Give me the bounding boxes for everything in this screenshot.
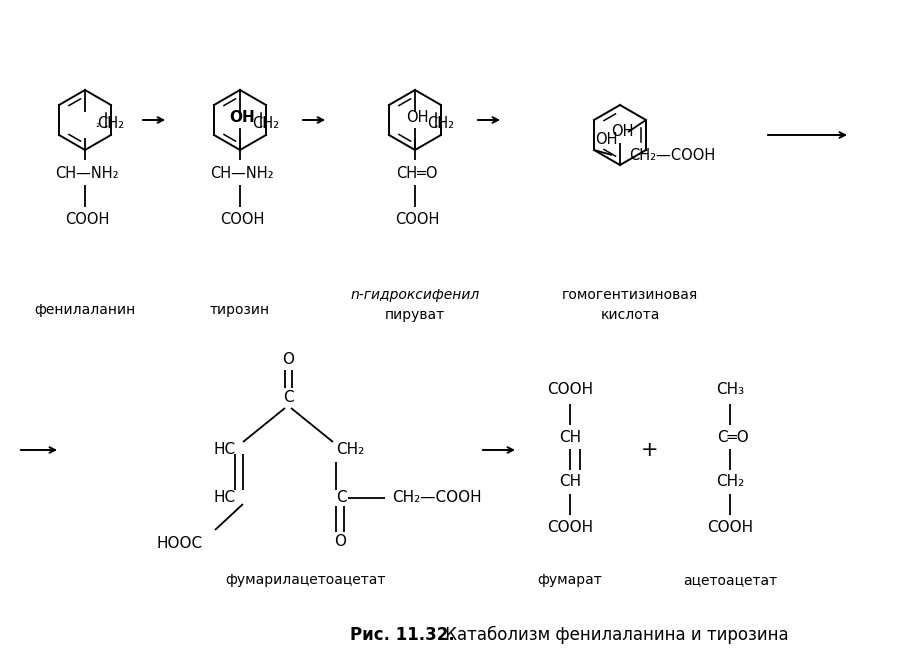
Text: фенилаланин: фенилаланин	[34, 303, 135, 317]
Text: C: C	[335, 490, 346, 505]
Text: HC: HC	[214, 490, 236, 505]
Text: CH: CH	[559, 430, 581, 445]
Text: OH: OH	[611, 125, 634, 140]
Text: OH: OH	[406, 110, 428, 125]
Text: COOH: COOH	[707, 520, 753, 535]
Text: ₂: ₂	[90, 119, 100, 129]
Text: кислота: кислота	[600, 308, 659, 322]
Text: COOH: COOH	[395, 212, 439, 227]
Text: C: C	[283, 390, 293, 406]
Text: C═O: C═O	[717, 430, 749, 445]
Text: O: O	[334, 535, 346, 550]
Text: OH: OH	[595, 133, 617, 148]
Text: CH₃: CH₃	[716, 383, 744, 398]
Text: COOH: COOH	[547, 383, 593, 398]
Text: O: O	[282, 353, 294, 368]
Text: фумарат: фумарат	[538, 573, 602, 587]
Text: CH: CH	[559, 475, 581, 490]
Text: n-гидроксифенил: n-гидроксифенил	[350, 288, 480, 302]
Text: ацетоацетат: ацетоацетат	[683, 573, 777, 587]
Text: OH: OH	[229, 110, 255, 125]
Text: Катаболизм фенилаланина и тирозина: Катаболизм фенилаланина и тирозина	[440, 626, 788, 644]
Text: CH—NH₂: CH—NH₂	[210, 165, 274, 180]
Text: HC: HC	[214, 443, 236, 458]
Text: CH₂—COOH: CH₂—COOH	[392, 490, 482, 505]
Text: CH₂: CH₂	[97, 116, 124, 131]
Text: фумарилацетоацетат: фумарилацетоацетат	[225, 573, 385, 587]
Text: COOH: COOH	[547, 520, 593, 535]
Text: тирозин: тирозин	[210, 303, 270, 317]
Text: +: +	[641, 440, 659, 460]
Text: гомогентизиновая: гомогентизиновая	[562, 288, 698, 302]
Text: CH—NH₂: CH—NH₂	[55, 165, 119, 180]
Text: CH═O: CH═O	[396, 165, 437, 180]
Text: пируват: пируват	[385, 308, 445, 322]
Text: COOH: COOH	[64, 212, 110, 227]
Text: HOOC: HOOC	[157, 535, 203, 550]
Text: CH₂: CH₂	[252, 116, 279, 131]
Text: COOH: COOH	[220, 212, 264, 227]
Text: CH₂—COOH: CH₂—COOH	[629, 148, 715, 163]
Text: Рис. 11.32.: Рис. 11.32.	[350, 626, 455, 644]
Text: CH₂: CH₂	[716, 475, 744, 490]
Text: CH₂: CH₂	[427, 116, 454, 131]
Text: CH₂: CH₂	[336, 443, 364, 458]
